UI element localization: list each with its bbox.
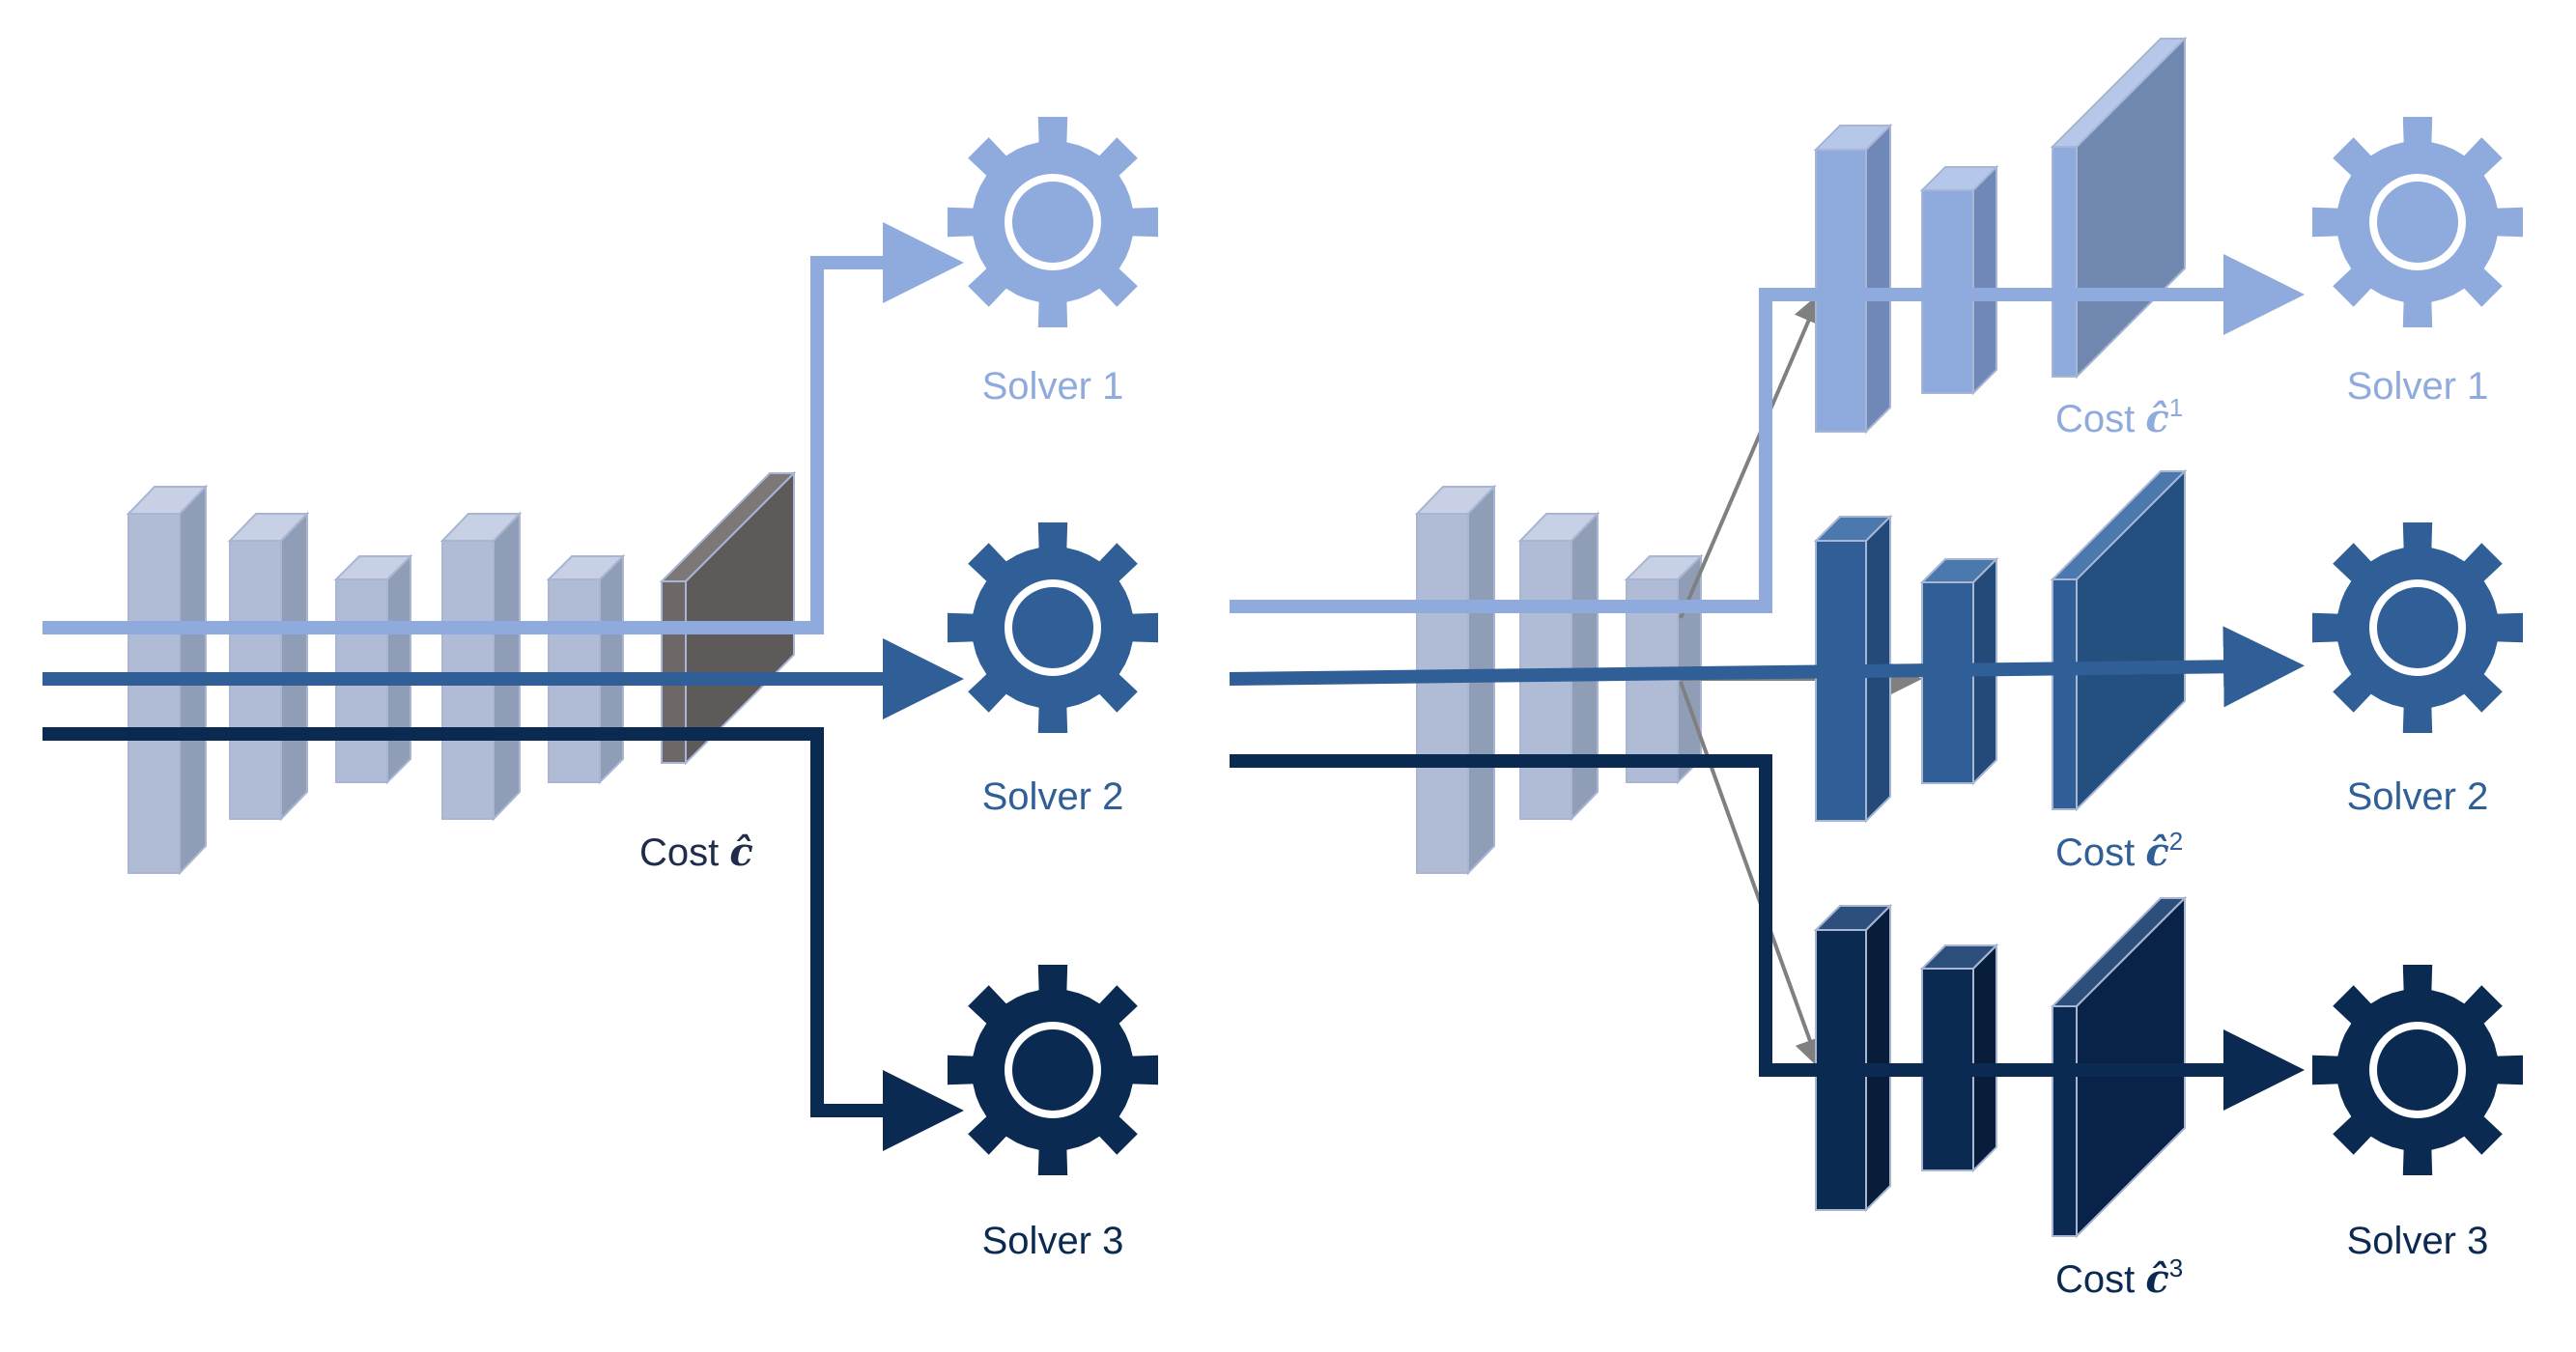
layer-block — [227, 511, 310, 822]
right-path-solver-3 — [1230, 754, 2305, 1111]
cost-symbol: ĉ — [2145, 396, 2168, 441]
cost-text: Cost — [639, 831, 719, 874]
right-solver-3-label: Solver 3 — [2347, 1220, 2489, 1262]
left-panel: Solver 1 Solver 2 Solver 3 Cost ĉ — [42, 117, 1158, 1262]
gear-body — [2312, 965, 2523, 1175]
layer-block — [1919, 164, 1999, 396]
layer-block — [333, 553, 413, 785]
gear-icon — [948, 522, 1158, 733]
gear-icon — [2312, 965, 2523, 1175]
cost-superscript: 1 — [2169, 393, 2183, 422]
cost-superscript: 3 — [2169, 1253, 2183, 1282]
cost-text: Cost — [2055, 831, 2135, 874]
right-panel: Solver 1 Solver 2 Solver 3 Cost ĉ1 Cost … — [1229, 36, 2523, 1302]
gear-ring — [1005, 174, 1101, 270]
left-backbone-layers — [126, 484, 626, 876]
gear-icon — [948, 117, 1158, 327]
cost-label: Cost ĉ — [639, 830, 753, 875]
right-path-solver-2 — [1229, 626, 2305, 708]
solver-1-label: Solver 1 — [982, 365, 1124, 408]
connector-head-1 — [1679, 292, 1824, 619]
gear-body — [948, 522, 1158, 733]
cost-2-label: Cost ĉ2 — [2055, 827, 2183, 875]
gear-body — [948, 965, 1158, 1175]
gear-ring — [1005, 1022, 1101, 1118]
right-solver-1-label: Solver 1 — [2347, 365, 2489, 408]
gear-icon — [2312, 522, 2523, 733]
gear-body — [948, 117, 1158, 327]
gear-icon — [948, 965, 1158, 1175]
cost-superscript: 2 — [2169, 827, 2183, 856]
head-1-layers — [1813, 36, 2188, 435]
head-2-layers — [1813, 468, 2188, 824]
solver-2-label: Solver 2 — [982, 775, 1124, 818]
left-path-solver-1 — [42, 222, 964, 634]
cost-symbol: ĉ — [729, 830, 752, 875]
gear-ring — [2369, 579, 2466, 676]
cost-symbol: ĉ — [2145, 830, 2168, 875]
gear-body — [2312, 117, 2523, 327]
layer-block — [1813, 123, 1893, 435]
gear-ring — [2369, 174, 2466, 270]
layer-block — [546, 553, 626, 785]
layer-block — [1517, 511, 1600, 822]
gear-ring — [1005, 579, 1101, 676]
cost-text: Cost — [2055, 1258, 2135, 1301]
layer-block — [1919, 943, 1999, 1173]
cost-text: Cost — [2055, 398, 2135, 440]
right-solver-2-label: Solver 2 — [2347, 775, 2489, 818]
connector-head-3 — [1679, 681, 1825, 1070]
cost-1-label: Cost ĉ1 — [2055, 393, 2183, 441]
cost-3-label: Cost ĉ3 — [2055, 1253, 2183, 1302]
gear-icon — [2312, 117, 2523, 327]
cost-symbol: ĉ — [2145, 1256, 2168, 1302]
left-path-solver-3 — [42, 727, 964, 1151]
cost-layer-2 — [2050, 468, 2188, 812]
layer-block — [1813, 903, 1893, 1213]
layer-block — [439, 511, 523, 822]
gear-ring — [2369, 1022, 2466, 1118]
cost-layer-1 — [2050, 36, 2188, 380]
right-path-solver-1 — [1230, 254, 2305, 613]
gear-body — [2312, 522, 2523, 733]
left-cost-layer — [659, 470, 797, 766]
solver-3-label: Solver 3 — [982, 1220, 1124, 1262]
